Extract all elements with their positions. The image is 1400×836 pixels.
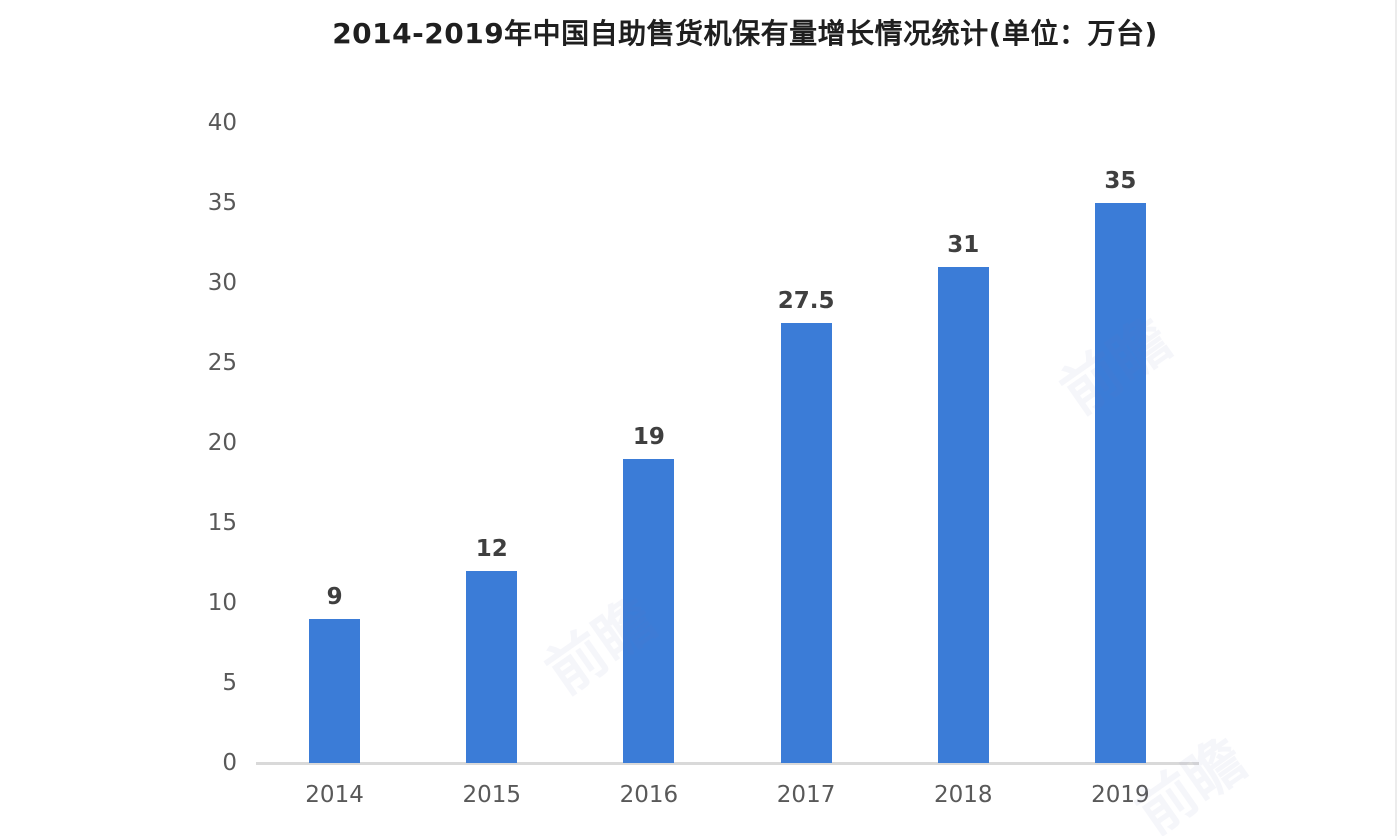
value-label-2017: 27.5 — [777, 288, 835, 314]
x-tick-label-2017: 2017 — [776, 782, 836, 808]
plot-area: 9 12 19 27.5 31 35 — [256, 123, 1199, 765]
x-axis: 2014 2015 2016 2017 2018 2019 — [256, 781, 1199, 815]
chart-title: 2014-2019年中国自助售货机保有量增长情况统计(单位：万台) — [332, 17, 1158, 50]
bar-2018 — [937, 267, 989, 763]
y-tick-label: 15 — [207, 510, 237, 536]
value-label-2019: 35 — [1104, 168, 1137, 194]
x-tick-label-2015: 2015 — [462, 782, 521, 808]
value-label-2018: 31 — [947, 232, 980, 258]
right-edge-line — [1395, 0, 1397, 836]
y-tick-label: 5 — [222, 670, 237, 696]
x-tick-label-2018: 2018 — [933, 782, 993, 808]
bar-2019 — [1094, 203, 1146, 763]
y-tick-label: 20 — [207, 430, 237, 456]
y-tick-label: 10 — [207, 590, 237, 616]
value-label-2016: 19 — [632, 424, 665, 450]
x-axis-line — [256, 762, 1199, 765]
value-label-2014: 9 — [326, 584, 343, 610]
y-tick-label: 0 — [222, 750, 237, 776]
y-tick-label: 25 — [207, 350, 237, 376]
x-tick-label-2016: 2016 — [619, 782, 679, 808]
bar-2016 — [623, 459, 675, 763]
bar-2014 — [309, 619, 361, 763]
y-tick-label: 30 — [207, 270, 237, 296]
x-tick-label-2014: 2014 — [305, 782, 364, 808]
y-tick-label: 40 — [207, 110, 237, 136]
x-tick-label-2019: 2019 — [1091, 782, 1150, 808]
value-label-2015: 12 — [475, 536, 508, 562]
y-tick-label: 35 — [207, 190, 237, 216]
bar-2015 — [466, 571, 518, 763]
bar-2017 — [780, 323, 832, 763]
